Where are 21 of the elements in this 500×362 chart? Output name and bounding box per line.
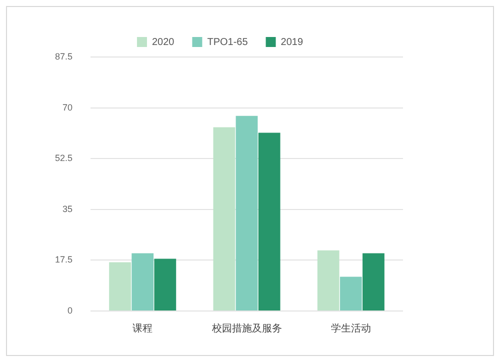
bar [340,276,362,310]
y-tick-label: 52.5 [54,153,73,164]
y-tick-label: 87.5 [54,51,73,62]
bar [258,132,280,310]
bar [154,258,176,310]
y-tick-label: 35 [62,204,73,214]
x-tick-label: 课程 [132,322,153,335]
y-tick-label: 17.5 [54,254,73,265]
legend-label: 2020 [152,36,175,48]
y-tick-label: 0 [68,305,73,316]
bar [362,253,384,310]
bar [132,253,154,310]
bar [109,262,131,310]
x-tick-label: 学生活动 [330,322,371,335]
y-tick-label: 70 [62,102,73,112]
bar [213,127,236,310]
x-tick-label: 校园措施及服务 [210,322,282,335]
bar [317,250,340,310]
legend-label: 2019 [280,36,304,48]
bar [236,116,258,310]
legend-label: TPO1-65 [207,36,248,48]
